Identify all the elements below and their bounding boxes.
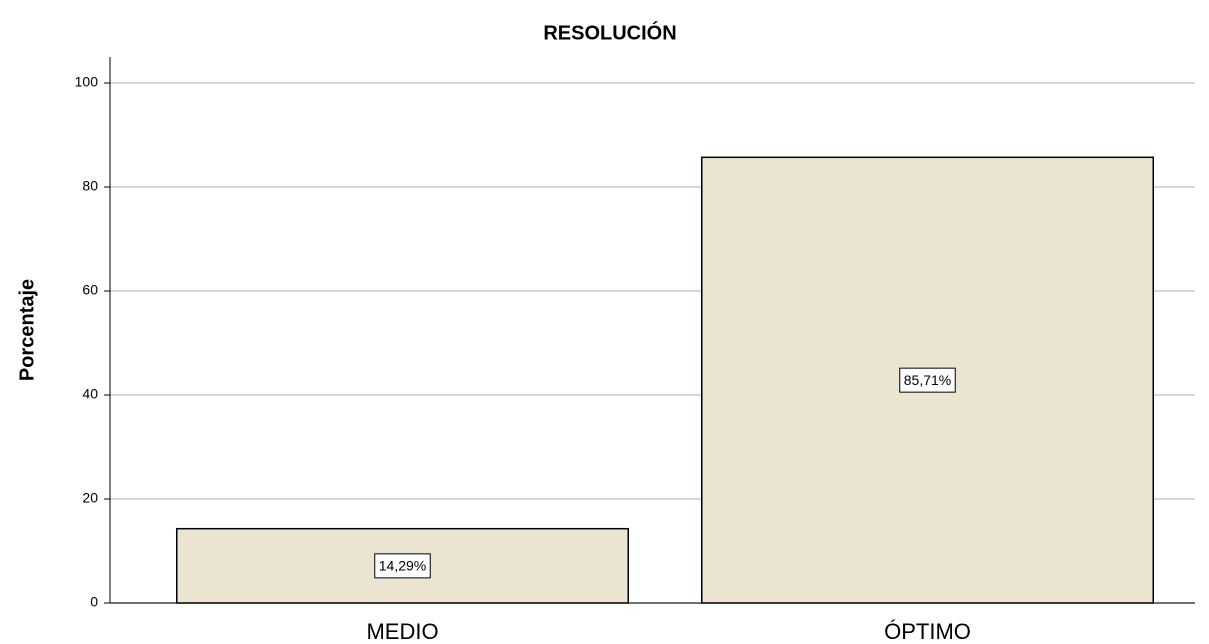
y-tick-label: 40 <box>82 386 98 402</box>
y-tick-label: 100 <box>75 74 99 90</box>
value-label-box <box>374 553 431 579</box>
y-axis-label: Porcentaje <box>16 279 38 381</box>
y-tick-label: 80 <box>82 178 98 194</box>
value-label: 14,29% <box>379 558 426 574</box>
value-label: 85,71% <box>904 372 951 388</box>
y-tick-label: 20 <box>82 490 98 506</box>
x-tick-label: MEDIO <box>366 619 438 644</box>
value-label-box <box>899 367 956 393</box>
chart-title: RESOLUCIÓN <box>543 20 676 44</box>
x-tick-label: ÓPTIMO <box>884 619 971 644</box>
y-tick-label: 0 <box>90 594 98 610</box>
y-tick-label: 60 <box>82 282 98 298</box>
